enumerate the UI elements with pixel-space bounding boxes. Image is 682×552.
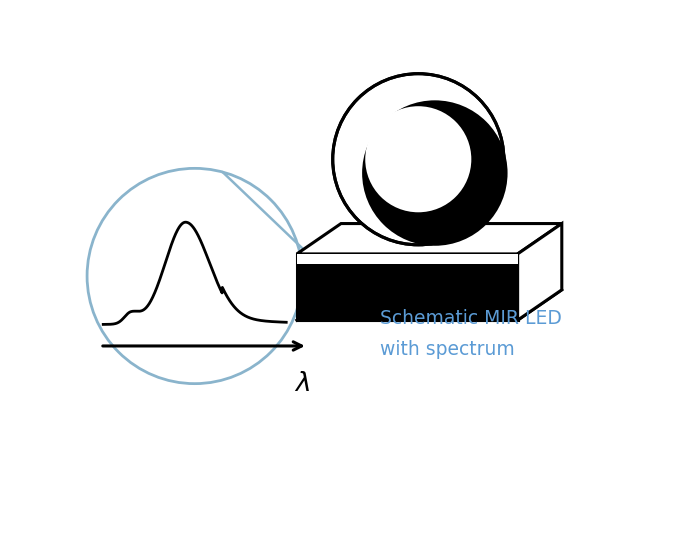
Circle shape [333,73,504,245]
Polygon shape [297,254,518,264]
Text: Schematic MIR LED
with spectrum: Schematic MIR LED with spectrum [380,309,561,359]
Circle shape [366,106,471,213]
Polygon shape [297,254,518,320]
Circle shape [362,100,507,246]
Text: $\lambda$: $\lambda$ [294,371,310,397]
Polygon shape [518,224,562,320]
Polygon shape [297,224,562,254]
